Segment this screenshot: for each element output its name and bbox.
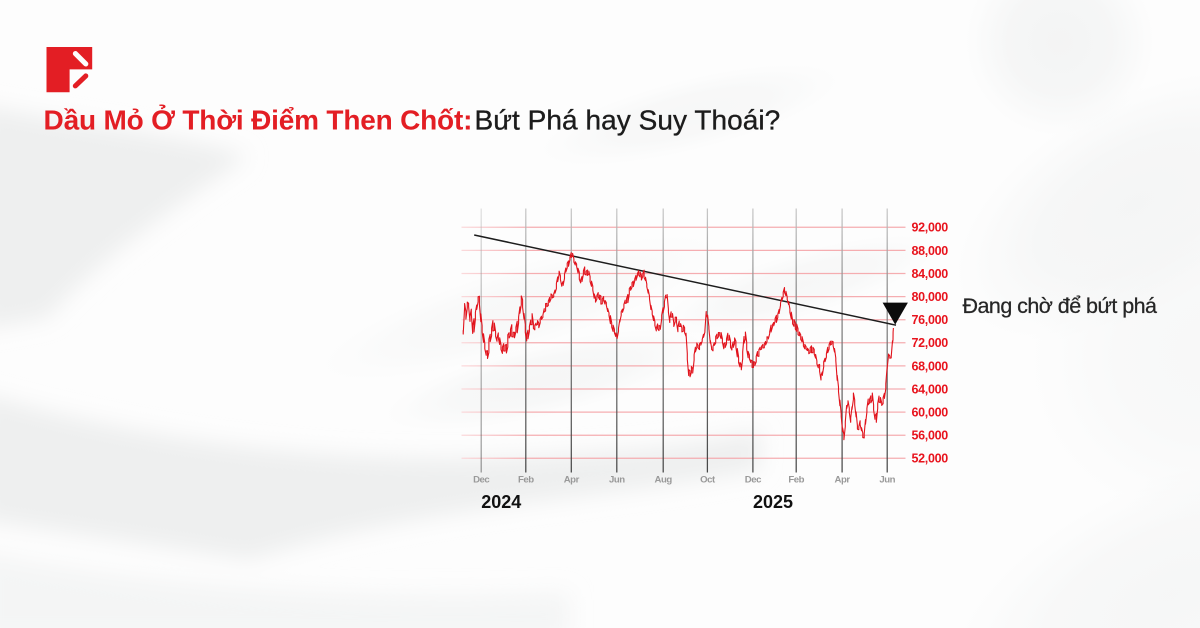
- svg-text:Dec: Dec: [745, 474, 762, 485]
- svg-text:64,000: 64,000: [912, 382, 949, 396]
- svg-text:Apr: Apr: [564, 474, 580, 485]
- svg-text:92,000: 92,000: [912, 221, 949, 235]
- svg-text:60,000: 60,000: [912, 406, 949, 420]
- svg-text:Feb: Feb: [788, 474, 804, 485]
- svg-text:52,000: 52,000: [912, 452, 949, 466]
- svg-text:72,000: 72,000: [912, 336, 949, 350]
- svg-text:Feb: Feb: [518, 474, 534, 485]
- svg-text:Đang chờ để bứt phá: Đang chờ để bứt phá: [963, 294, 1158, 318]
- svg-text:Jun: Jun: [879, 474, 895, 485]
- svg-text:Jun: Jun: [609, 474, 625, 485]
- svg-text:88,000: 88,000: [912, 244, 949, 258]
- svg-text:2025: 2025: [753, 492, 793, 512]
- svg-text:76,000: 76,000: [912, 313, 949, 327]
- svg-text:56,000: 56,000: [912, 429, 949, 443]
- svg-text:Dầu Mỏ Ở Thời Điểm Then Chốt:: Dầu Mỏ Ở Thời Điểm Then Chốt:: [44, 104, 473, 136]
- svg-text:Aug: Aug: [655, 474, 673, 485]
- svg-text:80,000: 80,000: [912, 290, 949, 304]
- svg-text:84,000: 84,000: [912, 267, 949, 281]
- svg-text:Oct: Oct: [700, 474, 716, 485]
- svg-text:Bứt Phá hay Suy Thoái?: Bứt Phá hay Suy Thoái?: [475, 105, 781, 136]
- svg-text:2024: 2024: [481, 492, 521, 512]
- svg-text:68,000: 68,000: [912, 359, 949, 373]
- svg-text:Dec: Dec: [473, 474, 490, 485]
- svg-text:Apr: Apr: [835, 474, 851, 485]
